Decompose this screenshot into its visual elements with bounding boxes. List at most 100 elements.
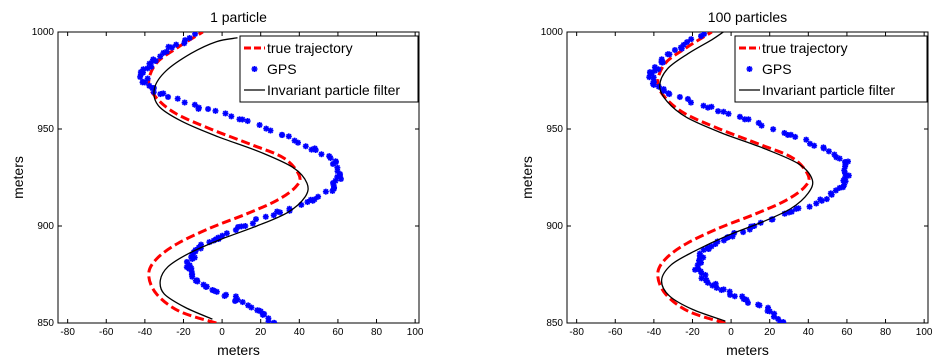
gps-point <box>285 133 292 140</box>
gps-point <box>195 105 202 112</box>
gps-point <box>712 280 719 287</box>
series-particle-filter-line <box>659 32 814 322</box>
gps-point <box>232 298 239 305</box>
plot-series <box>137 32 344 323</box>
legend-gps-marker <box>746 66 753 72</box>
x-tick-label: 20 <box>764 327 776 338</box>
gps-point <box>650 74 657 81</box>
x-tick-label: 40 <box>803 327 815 338</box>
x-tick-label: -20 <box>176 327 191 338</box>
gps-point <box>795 205 802 212</box>
gps-point <box>160 90 167 97</box>
gps-point <box>165 43 172 50</box>
x-tick-label: -40 <box>138 327 153 338</box>
gps-point <box>271 319 278 323</box>
gps-point <box>731 293 738 300</box>
legend-gps-marker <box>251 66 258 72</box>
gps-point <box>813 200 820 207</box>
gps-point <box>263 125 270 132</box>
x-tick-label: 60 <box>332 327 344 338</box>
x-tick-label: 80 <box>880 327 892 338</box>
gps-point <box>807 140 814 147</box>
gps-point <box>770 126 777 133</box>
x-tick-label: 80 <box>371 327 383 338</box>
gps-point <box>692 266 699 273</box>
gps-point <box>222 110 229 117</box>
gps-point <box>150 56 157 63</box>
x-axis-label: meters <box>217 342 260 358</box>
gps-point <box>771 310 778 317</box>
gps-point <box>803 136 810 143</box>
gps-point <box>334 164 341 171</box>
gps-point <box>163 48 170 55</box>
x-tick-label: -60 <box>99 327 114 338</box>
x-tick-label: -80 <box>569 327 584 338</box>
gps-point <box>165 93 172 100</box>
gps-point <box>232 293 239 300</box>
gps-point <box>186 35 193 42</box>
legend-label: true trajectory <box>267 40 353 56</box>
gps-point <box>831 151 838 158</box>
y-tick-label: 950 <box>37 124 54 135</box>
gps-point <box>666 51 673 58</box>
x-axis-ticks: -80 -60 -40 -20 0 20 40 60 80 100 <box>569 32 933 338</box>
y-axis-ticks: 850 900 950 1000 <box>32 27 419 329</box>
y-axis-label: meters <box>10 156 26 199</box>
y-tick-label: 1000 <box>32 27 55 38</box>
gps-point <box>239 299 246 306</box>
gps-point <box>222 291 229 298</box>
gps-point <box>688 36 695 43</box>
chart-title: 100 particles <box>708 9 787 25</box>
gps-point <box>806 203 813 210</box>
gps-point <box>825 148 832 155</box>
gps-point <box>658 56 665 63</box>
gps-point <box>836 184 843 191</box>
gps-point <box>279 132 286 139</box>
x-tick-label: 20 <box>255 327 267 338</box>
gps-point <box>698 33 705 40</box>
y-axis-label: meters <box>519 156 535 199</box>
gps-point <box>720 286 727 293</box>
gps-point <box>146 82 153 89</box>
gps-point <box>210 287 217 294</box>
x-tick-label: 100 <box>916 327 933 338</box>
gps-point <box>684 39 691 46</box>
gps-point <box>780 319 787 323</box>
gps-point <box>651 64 658 71</box>
gps-point <box>191 101 198 108</box>
gps-point <box>332 158 339 165</box>
x-axis-label: meters <box>726 342 769 358</box>
gps-point <box>212 107 219 114</box>
gps-point <box>262 213 269 220</box>
gps-point <box>245 302 252 309</box>
x-tick-label: -60 <box>608 327 623 338</box>
legend-box <box>239 35 419 103</box>
legend: true trajectory GPS Invariant particle fil… <box>239 35 419 103</box>
gps-point <box>228 113 235 120</box>
gps-point <box>817 196 824 203</box>
legend-box <box>734 35 928 103</box>
gps-point <box>238 223 245 230</box>
gps-point <box>725 110 732 117</box>
gps-point <box>183 258 190 265</box>
plot-panel-1: 1 particle -80 -60 -40 -20 0 20 40 60 80 100 850 900… <box>10 9 424 358</box>
gps-point <box>739 293 746 300</box>
gps-point <box>312 147 319 154</box>
gps-point <box>326 153 333 160</box>
series-true-trajectory-line <box>656 32 811 323</box>
gps-point <box>665 90 672 97</box>
x-tick-label: 0 <box>219 327 225 338</box>
gps-point <box>671 47 678 54</box>
gps-point <box>755 119 762 126</box>
x-tick-label: 0 <box>728 327 734 338</box>
legend-label: GPS <box>762 61 792 77</box>
gps-point <box>708 103 715 110</box>
y-axis-ticks: 850 900 950 1000 <box>541 27 928 329</box>
gps-point <box>781 129 788 136</box>
x-axis-ticks: -80 -60 -40 -20 0 20 40 60 80 100 <box>60 32 424 338</box>
gps-point <box>315 193 322 200</box>
legend-label: Invariant particle filter <box>762 82 895 98</box>
gps-point <box>254 307 261 314</box>
gps-point <box>146 60 153 67</box>
